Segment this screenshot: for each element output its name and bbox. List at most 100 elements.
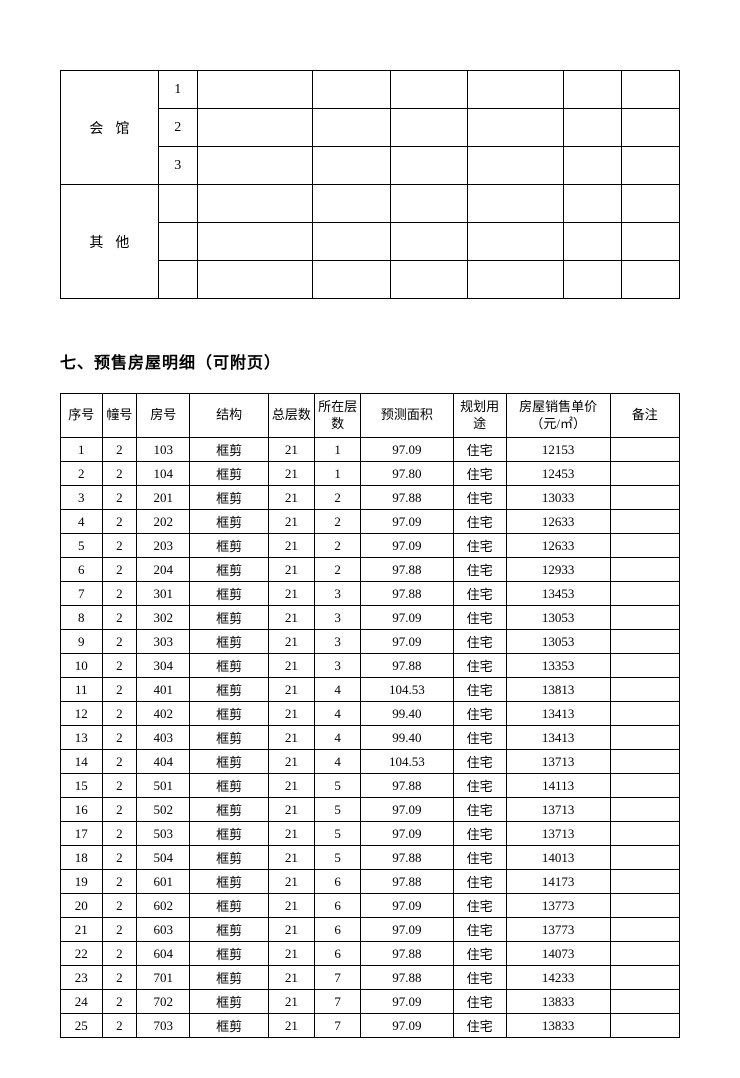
- cell-total-floors: 21: [268, 582, 314, 606]
- table-row: 92303框剪21397.09住宅13053: [61, 630, 680, 654]
- cell-building: 2: [102, 990, 137, 1014]
- cell-use: 住宅: [453, 558, 506, 582]
- cell-structure: 框剪: [190, 870, 269, 894]
- cell-building: 2: [102, 462, 137, 486]
- header-seq: 序号: [61, 394, 103, 438]
- cell-area: 97.88: [361, 870, 453, 894]
- cell-area: 97.09: [361, 438, 453, 462]
- cell-note: [610, 822, 679, 846]
- summary-num: [158, 261, 197, 299]
- cell-structure: 框剪: [190, 942, 269, 966]
- cell-use: 住宅: [453, 942, 506, 966]
- table-row: 82302框剪21397.09住宅13053: [61, 606, 680, 630]
- summary-cell: [390, 223, 467, 261]
- cell-structure: 框剪: [190, 630, 269, 654]
- summary-cell: [622, 147, 680, 185]
- summary-cell: [313, 185, 390, 223]
- cell-structure: 框剪: [190, 918, 269, 942]
- cell-structure: 框剪: [190, 798, 269, 822]
- cell-room: 503: [137, 822, 190, 846]
- cell-use: 住宅: [453, 702, 506, 726]
- cell-building: 2: [102, 966, 137, 990]
- cell-note: [610, 462, 679, 486]
- cell-total-floors: 21: [268, 486, 314, 510]
- cell-seq: 17: [61, 822, 103, 846]
- header-room: 房号: [137, 394, 190, 438]
- cell-building: 2: [102, 558, 137, 582]
- summary-num: 3: [158, 147, 197, 185]
- cell-price: 13813: [506, 678, 610, 702]
- cell-room: 702: [137, 990, 190, 1014]
- summary-cell: [564, 185, 622, 223]
- cell-area: 99.40: [361, 702, 453, 726]
- cell-room: 504: [137, 846, 190, 870]
- cell-note: [610, 990, 679, 1014]
- cell-area: 97.09: [361, 606, 453, 630]
- table-row: 52203框剪21297.09住宅12633: [61, 534, 680, 558]
- cell-current-floor: 4: [315, 750, 361, 774]
- summary-cell: [564, 261, 622, 299]
- cell-seq: 11: [61, 678, 103, 702]
- cell-area: 97.09: [361, 918, 453, 942]
- summary-num: 2: [158, 109, 197, 147]
- summary-cell: [564, 109, 622, 147]
- cell-seq: 3: [61, 486, 103, 510]
- cell-total-floors: 21: [268, 726, 314, 750]
- cell-seq: 13: [61, 726, 103, 750]
- cell-use: 住宅: [453, 822, 506, 846]
- summary-num: [158, 223, 197, 261]
- cell-use: 住宅: [453, 894, 506, 918]
- cell-total-floors: 21: [268, 822, 314, 846]
- cell-area: 97.09: [361, 990, 453, 1014]
- cell-use: 住宅: [453, 846, 506, 870]
- cell-current-floor: 1: [315, 462, 361, 486]
- summary-label: 会馆: [61, 71, 159, 185]
- cell-use: 住宅: [453, 870, 506, 894]
- cell-room: 402: [137, 702, 190, 726]
- cell-seq: 14: [61, 750, 103, 774]
- cell-building: 2: [102, 654, 137, 678]
- cell-building: 2: [102, 1014, 137, 1038]
- cell-use: 住宅: [453, 726, 506, 750]
- cell-current-floor: 4: [315, 678, 361, 702]
- table-row: 152501框剪21597.88住宅14113: [61, 774, 680, 798]
- cell-price: 12633: [506, 510, 610, 534]
- cell-structure: 框剪: [190, 750, 269, 774]
- cell-area: 97.80: [361, 462, 453, 486]
- cell-total-floors: 21: [268, 750, 314, 774]
- cell-building: 2: [102, 894, 137, 918]
- summary-cell: [467, 261, 563, 299]
- cell-current-floor: 5: [315, 846, 361, 870]
- summary-cell: [622, 261, 680, 299]
- header-use: 规划用途: [453, 394, 506, 438]
- cell-room: 103: [137, 438, 190, 462]
- header-note: 备注: [610, 394, 679, 438]
- cell-price: 13033: [506, 486, 610, 510]
- cell-total-floors: 21: [268, 438, 314, 462]
- summary-table: 会馆123其他: [60, 70, 680, 299]
- table-row: 102304框剪21397.88住宅13353: [61, 654, 680, 678]
- cell-seq: 22: [61, 942, 103, 966]
- cell-total-floors: 21: [268, 894, 314, 918]
- cell-room: 303: [137, 630, 190, 654]
- cell-structure: 框剪: [190, 534, 269, 558]
- table-row: 32201框剪21297.88住宅13033: [61, 486, 680, 510]
- cell-use: 住宅: [453, 582, 506, 606]
- summary-cell: [197, 147, 313, 185]
- cell-structure: 框剪: [190, 486, 269, 510]
- cell-building: 2: [102, 534, 137, 558]
- cell-structure: 框剪: [190, 510, 269, 534]
- cell-seq: 7: [61, 582, 103, 606]
- cell-current-floor: 2: [315, 486, 361, 510]
- table-row: 192601框剪21697.88住宅14173: [61, 870, 680, 894]
- cell-building: 2: [102, 798, 137, 822]
- cell-room: 302: [137, 606, 190, 630]
- cell-area: 97.88: [361, 654, 453, 678]
- cell-seq: 1: [61, 438, 103, 462]
- cell-current-floor: 2: [315, 558, 361, 582]
- table-header-row: 序号 幢号 房号 结构 总层数 所在层数 预测面积 规划用途 房屋销售单价（元/…: [61, 394, 680, 438]
- table-row: 202602框剪21697.09住宅13773: [61, 894, 680, 918]
- cell-total-floors: 21: [268, 678, 314, 702]
- cell-total-floors: 21: [268, 510, 314, 534]
- summary-cell: [390, 261, 467, 299]
